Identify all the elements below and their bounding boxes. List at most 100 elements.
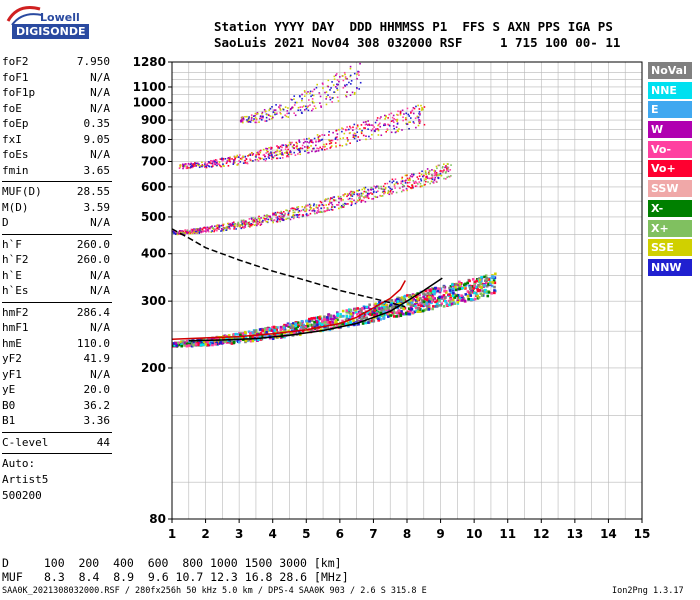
echo-point-upper-scatter [268, 109, 271, 111]
echo-point-first-hop [455, 294, 458, 297]
echo-point-second-hop [243, 221, 246, 224]
echo-point-second-hop [447, 168, 449, 170]
echo-point-first-hop [375, 307, 379, 310]
echo-point-upper-scatter [355, 87, 358, 89]
echo-point-upper-scatter [293, 98, 295, 100]
echo-point-first-hop [306, 322, 309, 325]
echo-point-second-hop [189, 232, 192, 234]
echo-point-first-hop [432, 305, 435, 308]
echo-point-third-hop [385, 115, 387, 117]
digisonde-logo-icon [6, 6, 43, 26]
echo-point-third-hop [321, 134, 324, 136]
echo-point-third-hop [232, 162, 235, 164]
echo-point-first-hop [483, 275, 486, 279]
echo-point-upper-scatter [239, 120, 242, 122]
y-tick-label: 800 [141, 132, 166, 146]
echo-point-second-hop [272, 221, 274, 224]
echo-point-third-hop [214, 163, 217, 166]
echo-point-first-hop [173, 344, 177, 347]
echo-point-first-hop [424, 289, 427, 293]
echo-point-upper-scatter [356, 77, 358, 80]
echo-point-second-hop [446, 163, 449, 165]
echo-point-first-hop [377, 317, 380, 320]
echo-point-first-hop [218, 341, 222, 345]
echo-point-second-hop [417, 178, 420, 180]
echo-point-first-hop [336, 318, 339, 322]
echo-point-third-hop [279, 145, 282, 148]
echo-point-third-hop [227, 157, 229, 160]
echo-point-third-hop [291, 145, 294, 148]
echo-point-second-hop [204, 230, 206, 232]
echo-point-second-hop [356, 199, 359, 202]
echo-point-second-hop [206, 228, 208, 230]
echo-point-first-hop [391, 307, 394, 310]
echo-point-third-hop [296, 147, 298, 149]
echo-point-first-hop [464, 282, 467, 286]
echo-point-first-hop [355, 313, 359, 316]
echo-point-first-hop [232, 333, 236, 336]
echo-point-second-hop [208, 227, 210, 230]
echo-point-first-hop [372, 310, 376, 314]
echo-point-third-hop [329, 146, 332, 149]
echo-point-third-hop [306, 149, 309, 152]
echo-point-upper-scatter [333, 75, 336, 78]
echo-point-second-hop [420, 179, 423, 182]
echo-point-upper-scatter [333, 91, 335, 93]
echo-point-third-hop [415, 126, 417, 129]
echo-point-third-hop [321, 148, 323, 151]
echo-point-second-hop [297, 214, 299, 216]
echo-point-first-hop [347, 322, 351, 325]
echo-point-second-hop [255, 218, 258, 221]
x-tick-label: 11 [499, 527, 516, 541]
param-row: fmin 3.65 [2, 164, 112, 180]
echo-point-second-hop [325, 204, 328, 206]
echo-point-second-hop [405, 179, 407, 182]
echo-point-second-hop [305, 213, 308, 216]
echo-point-upper-scatter [359, 62, 361, 65]
echo-point-third-hop [396, 123, 399, 125]
echo-point-second-hop [260, 223, 263, 225]
echo-point-upper-scatter [346, 77, 348, 80]
echo-point-second-hop [271, 220, 274, 222]
echo-point-third-hop [204, 161, 207, 164]
echo-point-second-hop [209, 226, 212, 228]
echo-point-third-hop [261, 157, 263, 160]
echo-point-third-hop [413, 122, 415, 124]
echo-point-second-hop [202, 227, 205, 229]
echo-point-first-hop [227, 337, 231, 341]
echo-point-second-hop [247, 222, 250, 224]
echo-point-second-hop [296, 214, 299, 216]
echo-point-second-hop [286, 209, 289, 212]
echo-point-second-hop [372, 191, 375, 194]
echo-point-second-hop [176, 233, 179, 236]
echo-point-first-hop [200, 342, 203, 346]
echo-point-first-hop [310, 317, 314, 320]
echo-point-first-hop [393, 305, 397, 309]
param-label: hmF1 [2, 321, 29, 334]
echo-point-first-hop [283, 328, 287, 332]
echo-point-first-hop [224, 334, 228, 338]
echo-point-first-hop [478, 285, 482, 288]
echo-point-second-hop [241, 223, 244, 225]
echo-point-upper-scatter [255, 113, 258, 116]
echo-point-second-hop [424, 178, 427, 180]
echo-point-second-hop [337, 195, 340, 198]
echo-point-second-hop [186, 231, 188, 233]
echo-point-first-hop [442, 294, 446, 297]
echo-point-third-hop [411, 109, 414, 112]
echo-point-first-hop [321, 319, 324, 323]
echo-point-third-hop [378, 123, 380, 126]
echo-point-second-hop [408, 177, 411, 179]
echo-point-second-hop [350, 190, 352, 193]
echo-point-upper-scatter [262, 116, 264, 119]
echo-point-second-hop [213, 229, 216, 232]
trace-x-trace [188, 277, 443, 342]
echo-point-third-hop [226, 160, 229, 162]
echo-point-upper-scatter [333, 78, 336, 81]
echo-point-third-hop [232, 163, 235, 165]
echo-point-second-hop [384, 188, 387, 190]
echo-point-second-hop [228, 227, 230, 230]
echo-point-second-hop [449, 169, 452, 171]
echo-point-third-hop [188, 163, 191, 166]
echo-point-first-hop [460, 294, 463, 297]
